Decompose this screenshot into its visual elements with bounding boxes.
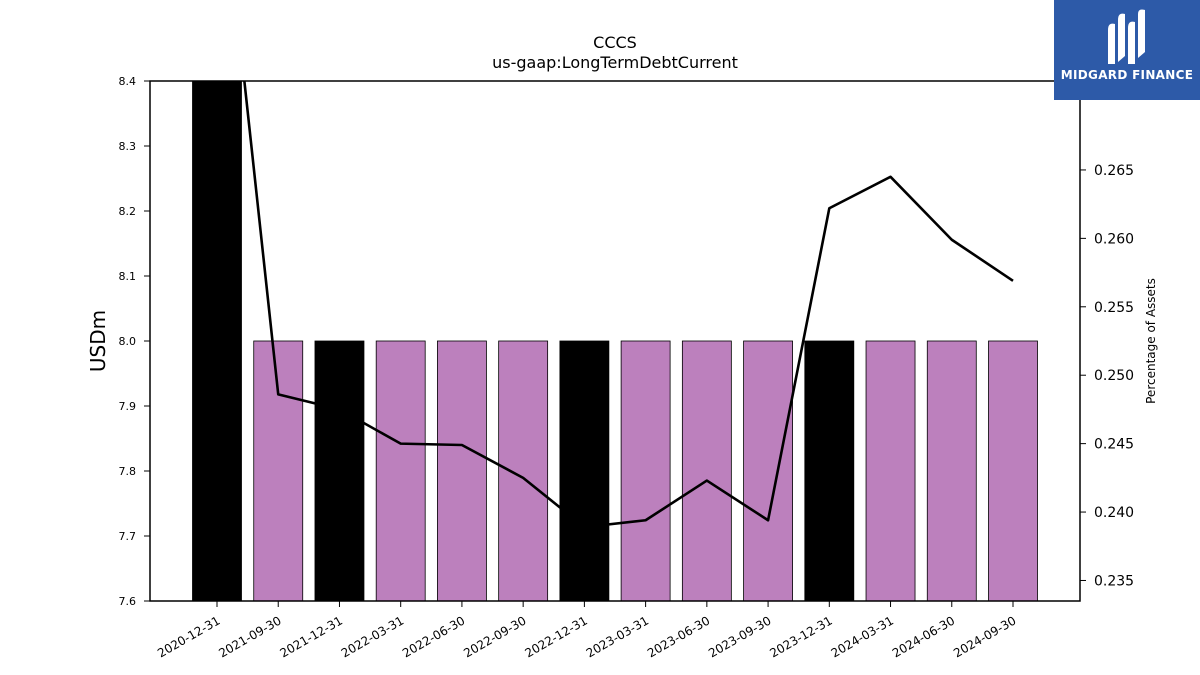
- x-tick-label: 2020-12-31: [155, 613, 222, 660]
- bar-2022-06-30: [437, 340, 487, 602]
- brand-name: MIDGARD FINANCE: [1060, 68, 1194, 82]
- y-tick-label: 8.0: [119, 335, 137, 348]
- y-tick-label: 7.7: [119, 530, 137, 543]
- x-axis: 2020-12-312021-09-302021-12-312022-03-31…: [155, 601, 1019, 660]
- bar-2021-12-31: [314, 340, 365, 602]
- x-tick-label: 2023-12-31: [767, 613, 834, 660]
- y-axis-left: 7.6 7.7 7.8 7.9 8.0 8.1 8.2 8.3 8.4: [119, 75, 150, 608]
- bar-2024-06-30: [926, 340, 977, 602]
- bar-2024-03-31: [865, 340, 916, 602]
- midgard-m-icon: [1108, 9, 1145, 65]
- y-axis-right: 0.235 0.240 0.245 0.250 0.255 0.260 0.265: [1080, 163, 1134, 589]
- percentage-of-assets-line: [243, 81, 1014, 529]
- bar-2024-09-30: [988, 340, 1038, 602]
- y-tick-label: 8.2: [119, 205, 137, 218]
- bar-2022-12-31: [559, 340, 610, 602]
- chart-title: CCCS: [593, 33, 637, 52]
- y-tick-label: 8.1: [119, 270, 137, 283]
- y2-tick-label: 0.250: [1094, 368, 1134, 384]
- bar-2021-09-30: [253, 340, 304, 602]
- y2-axis-label: Percentage of Assets: [1144, 278, 1158, 404]
- x-tick-label: 2023-03-31: [584, 613, 651, 660]
- y2-tick-label: 0.235: [1094, 573, 1134, 589]
- x-tick-label: 2022-06-30: [400, 613, 467, 660]
- x-tick-label: 2023-06-30: [645, 613, 712, 660]
- x-tick-label: 2022-03-31: [339, 613, 406, 660]
- y-tick-label: 7.6: [119, 595, 137, 608]
- line-group: [243, 81, 1014, 529]
- x-tick-label: 2024-03-31: [829, 613, 896, 660]
- x-tick-label: 2023-09-30: [706, 613, 773, 660]
- x-tick-label: 2024-09-30: [951, 613, 1018, 660]
- y-axis-label: USDm: [86, 310, 110, 372]
- bar-2023-06-30: [681, 340, 732, 602]
- y2-tick-label: 0.240: [1094, 505, 1134, 521]
- x-tick-label: 2024-06-30: [890, 613, 957, 660]
- brand-logo: MIDGARD FINANCE: [1054, 0, 1200, 100]
- y-tick-label: 7.9: [119, 400, 137, 413]
- bar-2023-12-31: [804, 340, 855, 602]
- bar-2022-09-30: [498, 340, 549, 602]
- chart-subtitle: us-gaap:LongTermDebtCurrent: [492, 53, 738, 72]
- x-tick-label: 2022-12-31: [522, 613, 589, 660]
- bar-group: [192, 80, 1038, 602]
- y2-tick-label: 0.245: [1094, 437, 1134, 453]
- x-tick-label: 2021-12-31: [278, 613, 345, 660]
- x-tick-label: 2021-09-30: [216, 613, 283, 660]
- x-tick-label: 2022-09-30: [461, 613, 528, 660]
- y-tick-label: 7.8: [119, 465, 137, 478]
- y2-tick-label: 0.255: [1094, 300, 1134, 316]
- bar-2020-12-31: [192, 80, 242, 602]
- bar-2023-03-31: [620, 340, 671, 602]
- bar-2022-03-31: [375, 340, 426, 602]
- y2-tick-label: 0.260: [1094, 231, 1134, 247]
- bar-2023-09-30: [743, 340, 793, 602]
- y2-tick-label: 0.265: [1094, 163, 1134, 179]
- y-tick-label: 8.3: [119, 140, 137, 153]
- y-tick-label: 8.4: [119, 75, 137, 88]
